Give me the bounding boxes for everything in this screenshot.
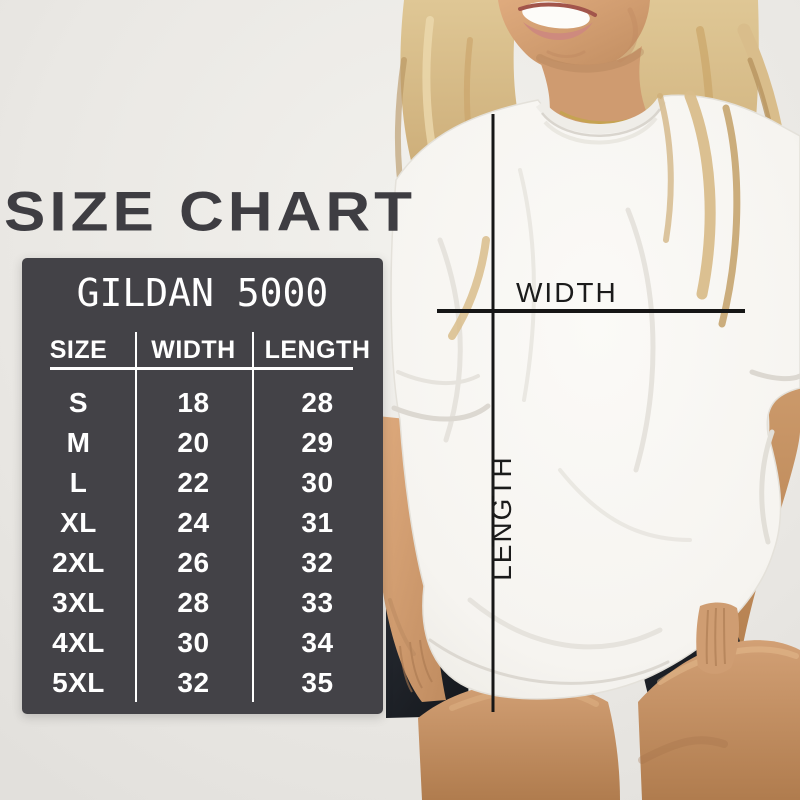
table-row: L 22 30 — [22, 463, 383, 503]
cell-width: 26 — [177, 547, 210, 578]
width-label: WIDTH — [516, 277, 618, 308]
legs — [418, 640, 800, 800]
front-hair-strands — [448, 90, 741, 340]
page-title: SIZE CHART — [4, 180, 416, 243]
cell-width: 28 — [177, 587, 210, 618]
cell-width: 22 — [177, 467, 210, 498]
table-row: 4XL 30 34 — [22, 623, 383, 663]
cell-length: 32 — [301, 547, 334, 578]
cell-width: 24 — [177, 507, 210, 538]
cell-length: 31 — [301, 507, 334, 538]
smile — [518, 1, 597, 40]
column-divider — [135, 332, 137, 702]
cell-length: 33 — [301, 587, 334, 618]
cell-width: 32 — [177, 667, 210, 698]
cell-length: 34 — [301, 627, 334, 658]
cell-length: 28 — [301, 387, 334, 418]
cell-width: 20 — [177, 427, 210, 458]
header-rule — [50, 367, 353, 370]
cell-length: 35 — [301, 667, 334, 698]
cell-size: L — [69, 467, 88, 498]
size-chart-card: GILDAN 5000 SIZE WIDTH LENGTH S 18 28 M … — [22, 258, 383, 714]
cell-width: 18 — [177, 387, 210, 418]
column-divider — [252, 332, 254, 702]
cell-size: M — [66, 427, 91, 458]
cell-size: 5XL — [52, 667, 105, 698]
table-body: S 18 28 M 20 29 L 22 30 XL 24 31 2XL 26 — [22, 383, 383, 703]
cell-size: S — [68, 387, 89, 418]
table-row: 5XL 32 35 — [22, 663, 383, 703]
col-header-length: LENGTH — [264, 335, 371, 364]
cell-size: 2XL — [52, 547, 105, 578]
cell-size: XL — [60, 507, 97, 538]
table-row: 2XL 26 32 — [22, 543, 383, 583]
shirt-wrinkles — [391, 168, 800, 685]
cell-size: 4XL — [52, 627, 105, 658]
col-header-size: SIZE — [49, 335, 108, 364]
table-row: 3XL 28 33 — [22, 583, 383, 623]
brand-title: GILDAN 5000 — [76, 271, 329, 315]
collar — [535, 97, 667, 145]
table-row: XL 24 31 — [22, 503, 383, 543]
cell-width: 30 — [177, 627, 210, 658]
cell-length: 29 — [301, 427, 334, 458]
hand-on-hip — [696, 602, 739, 674]
cell-length: 30 — [301, 467, 334, 498]
cell-size: 3XL — [52, 587, 105, 618]
table-row: M 20 29 — [22, 423, 383, 463]
table-header-row: SIZE WIDTH LENGTH — [22, 332, 383, 368]
length-label: LENGTH — [486, 455, 517, 581]
table-row: S 18 28 — [22, 383, 383, 423]
col-header-width: WIDTH — [151, 335, 236, 364]
